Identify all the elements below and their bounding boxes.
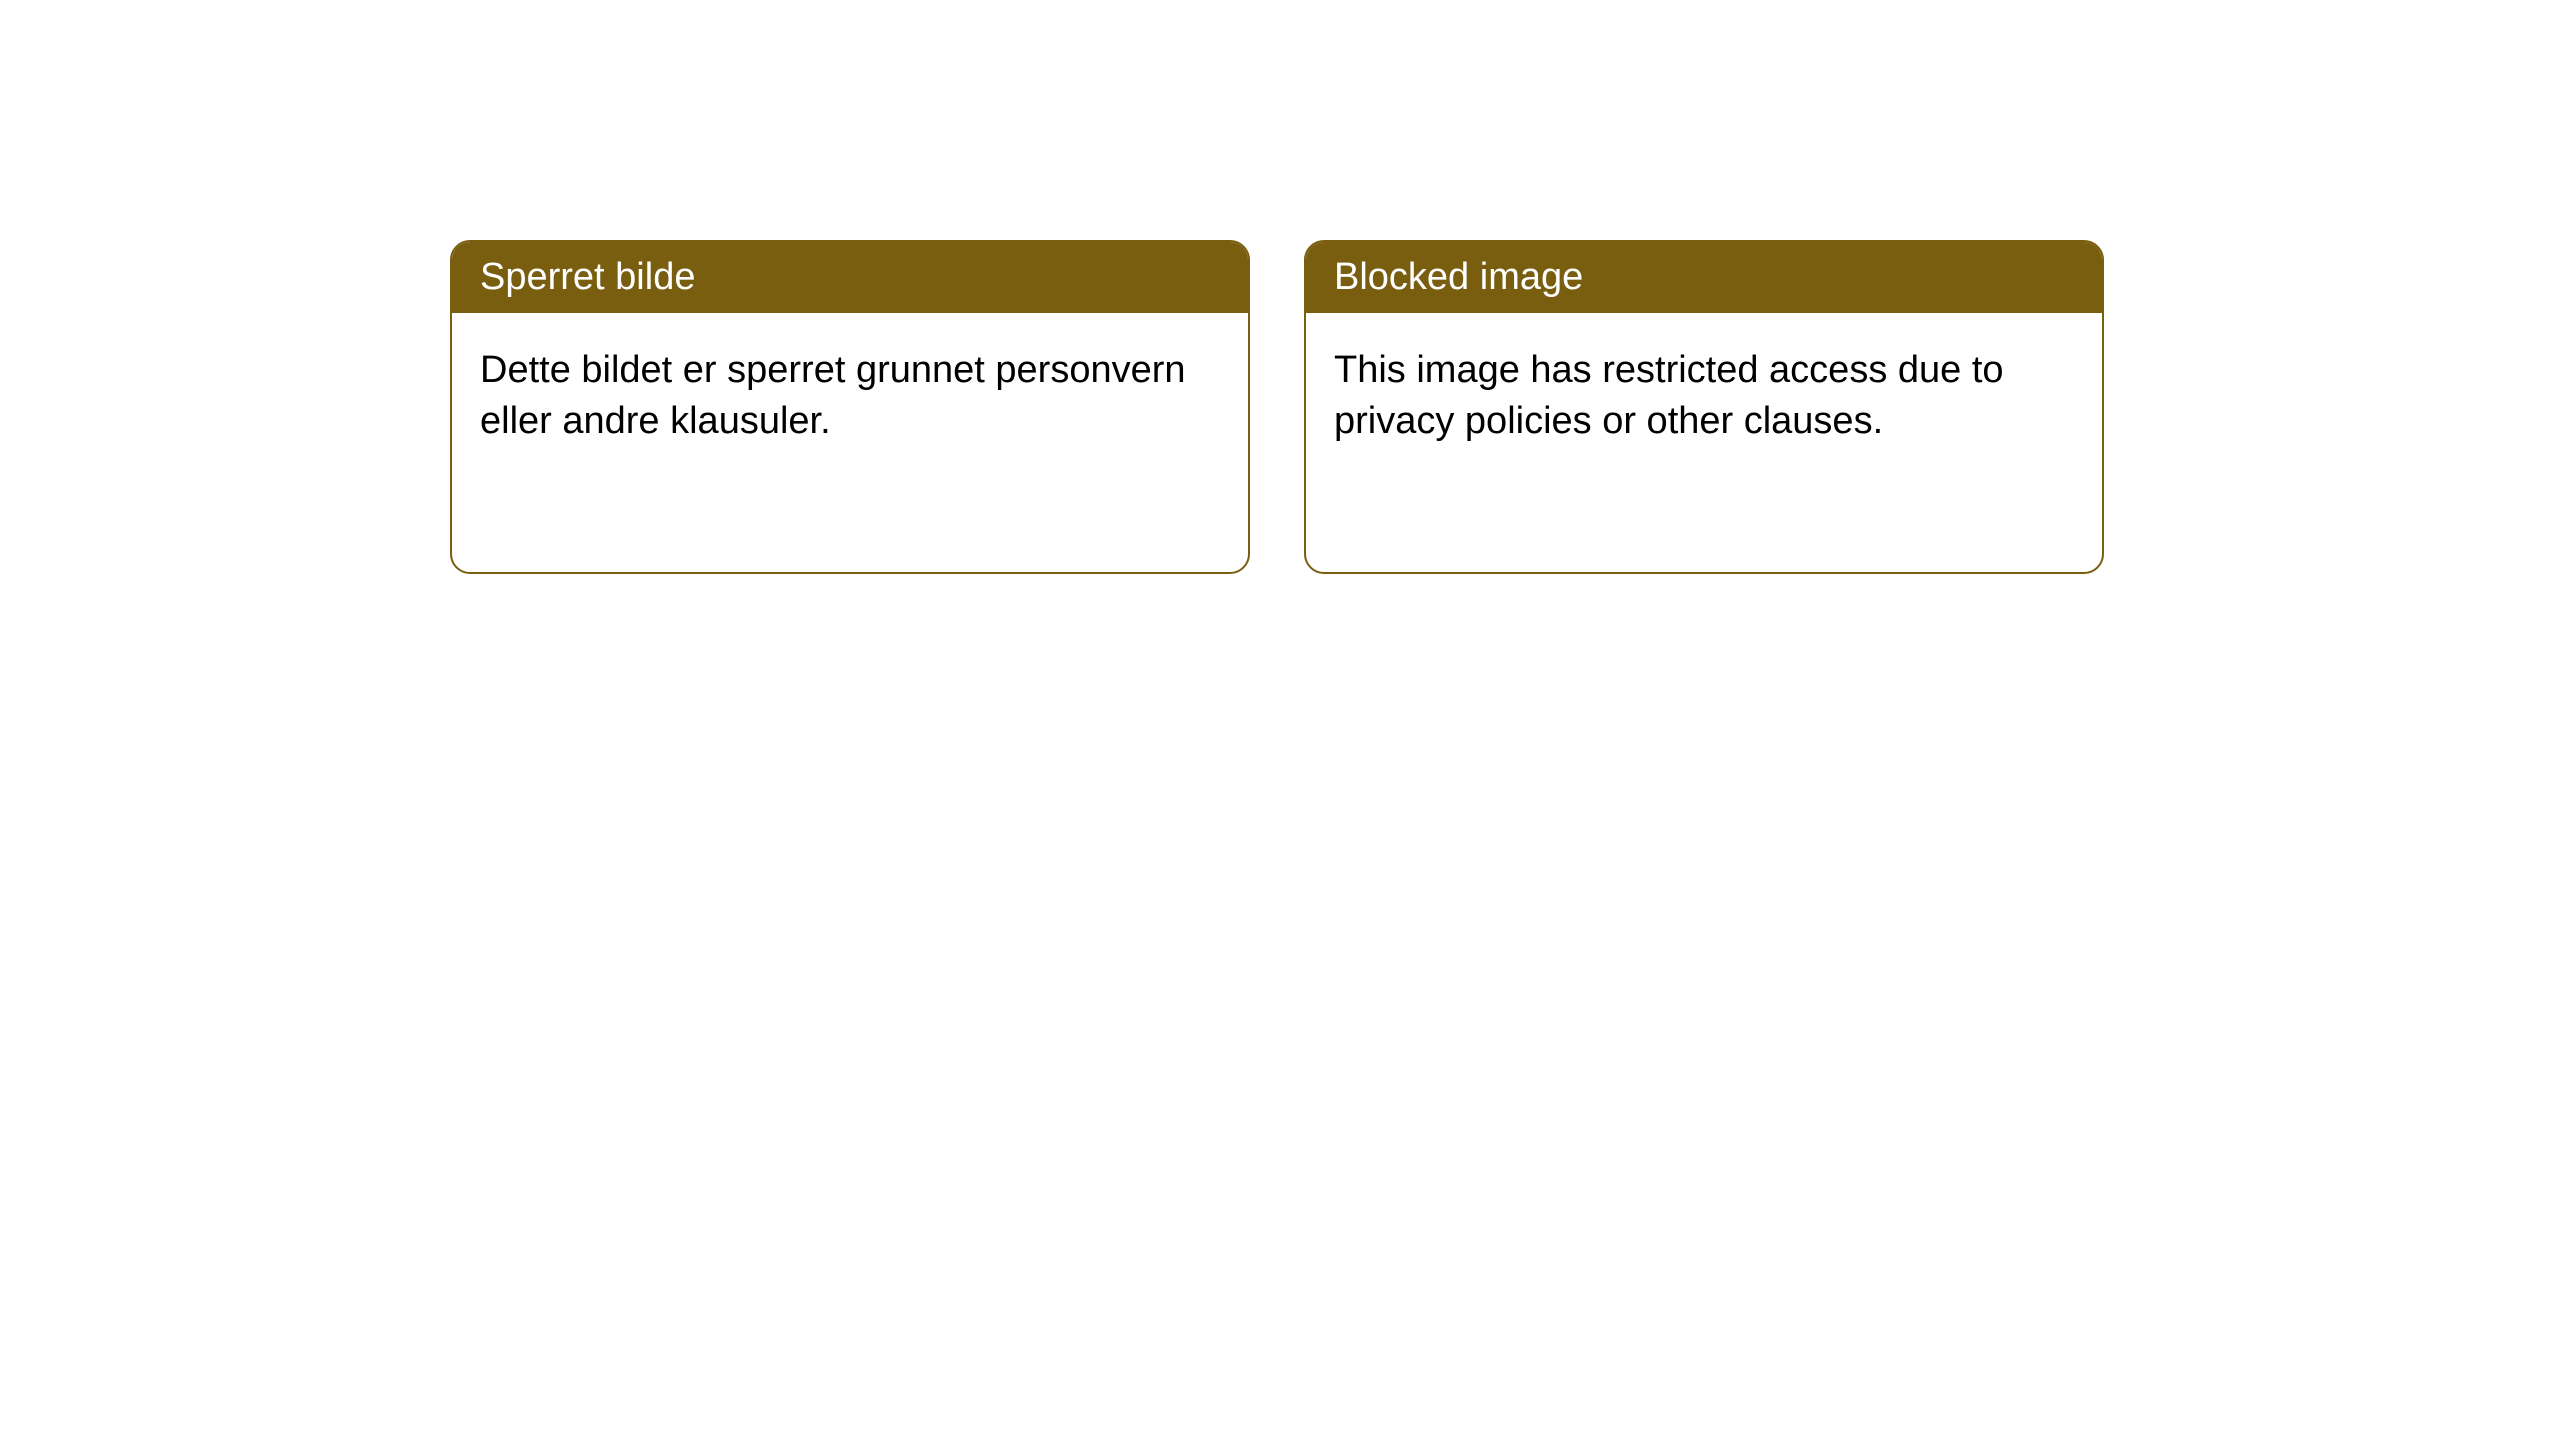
blocked-image-card-no: Sperret bilde Dette bildet er sperret gr… <box>450 240 1250 574</box>
card-title-no: Sperret bilde <box>452 242 1248 313</box>
card-title-en: Blocked image <box>1306 242 2102 313</box>
notice-cards-row: Sperret bilde Dette bildet er sperret gr… <box>450 240 2104 574</box>
card-body-no: Dette bildet er sperret grunnet personve… <box>452 313 1248 480</box>
card-body-en: This image has restricted access due to … <box>1306 313 2102 480</box>
blocked-image-card-en: Blocked image This image has restricted … <box>1304 240 2104 574</box>
